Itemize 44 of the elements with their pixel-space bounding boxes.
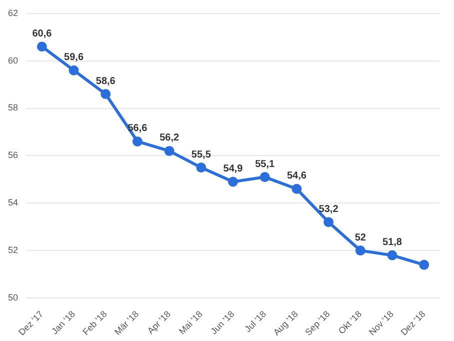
x-tick-label: Mai '18: [176, 308, 204, 336]
text: 54,6: [286, 170, 306, 182]
point: [68, 65, 79, 76]
x-tick-label: Dez '17: [16, 308, 46, 338]
x-tick-label: Jun '18: [208, 308, 236, 336]
y-tick-label: 56: [8, 150, 18, 160]
point: [324, 217, 334, 228]
y-tick-label: 54: [8, 198, 18, 208]
y-tick-label: 58: [8, 102, 18, 113]
y-tick-label: 60: [8, 55, 18, 66]
point: [355, 246, 366, 256]
text: 60,6: [32, 28, 52, 40]
x-tick-label: Jan '18: [50, 308, 77, 336]
text: 51,8: [382, 237, 402, 248]
point: [36, 42, 47, 52]
text: 55,5: [191, 149, 211, 160]
text: 59,6: [64, 52, 84, 64]
text: 56,2: [160, 132, 180, 144]
text: 54,9: [223, 164, 243, 175]
point: [100, 89, 111, 100]
x-tick-label: Nov '18: [366, 308, 396, 338]
point: [260, 172, 270, 182]
text: 53,2: [318, 204, 338, 215]
x-tick-label: Dez '18: [398, 308, 428, 338]
x-tick-label: Feb '18: [80, 308, 109, 338]
x-tick-label: Jul '18: [242, 308, 268, 334]
y-tick-label: 50: [8, 292, 18, 302]
point: [196, 162, 206, 173]
text: 55,1: [255, 158, 275, 170]
point: [228, 176, 238, 187]
point: [164, 146, 174, 156]
x-tick-label: Okt '18: [336, 308, 364, 336]
point: [132, 136, 142, 146]
text: 52: [354, 232, 366, 244]
y-tick-label: 52: [8, 245, 18, 256]
point: [419, 260, 430, 270]
y-tick-label: 62: [8, 8, 18, 18]
point: [387, 250, 398, 260]
point: [292, 184, 302, 194]
x-tick-label: Mär '18: [112, 308, 141, 337]
x-tick-label: Aug '18: [271, 308, 300, 338]
x-tick-label: Sep '18: [303, 308, 332, 338]
text: 58,6: [96, 76, 116, 87]
x-tick-label: Apr '18: [145, 308, 172, 336]
